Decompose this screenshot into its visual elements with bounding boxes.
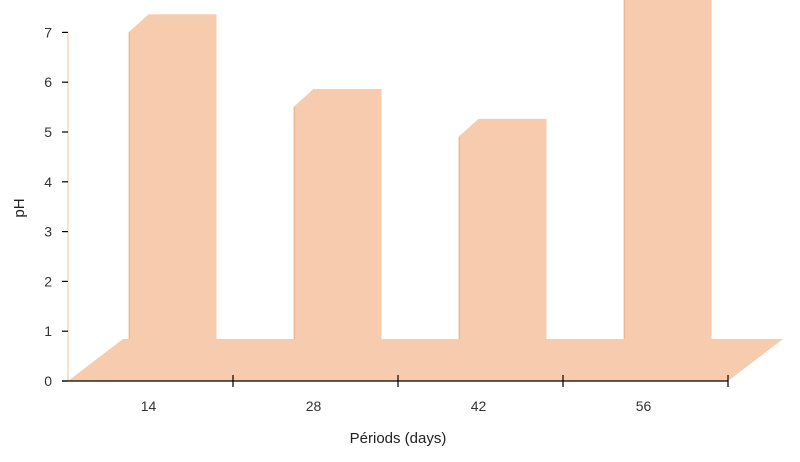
bar-56 <box>623 0 712 339</box>
y-tick-label: 1 <box>44 323 52 339</box>
y-tick-label: 5 <box>44 124 52 140</box>
y-tick-label: 4 <box>44 174 52 190</box>
x-tick-label: 14 <box>141 398 157 414</box>
chart-floor <box>68 339 783 381</box>
x-tick-label: 56 <box>636 398 652 414</box>
bar-14 <box>128 14 217 339</box>
y-tick-label: 2 <box>44 273 52 289</box>
x-axis-title: Périods (days) <box>350 430 447 447</box>
y-tick-label: 6 <box>44 74 52 90</box>
y-tick-label: 7 <box>44 24 52 40</box>
bar-28 <box>293 89 382 340</box>
bar-42 <box>458 118 547 340</box>
y-tick-label: 0 <box>44 373 52 389</box>
y-axis-title: pH <box>11 198 28 217</box>
y-tick-label: 3 <box>44 224 52 240</box>
x-tick-label: 42 <box>471 398 487 414</box>
x-tick-label: 28 <box>306 398 322 414</box>
